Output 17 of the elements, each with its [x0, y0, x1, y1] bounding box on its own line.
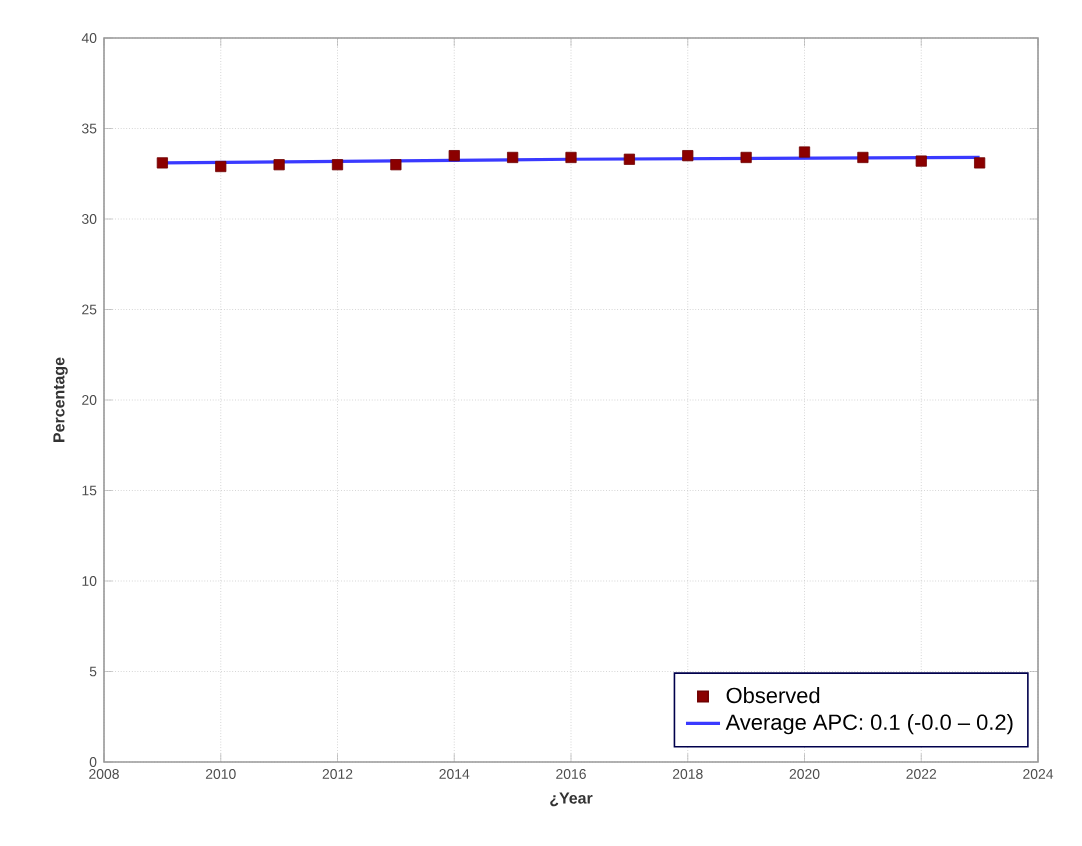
point	[740, 151, 752, 164]
point	[974, 157, 986, 169]
point	[215, 160, 227, 173]
point	[682, 150, 694, 162]
point	[565, 151, 577, 164]
point	[857, 151, 869, 164]
point	[156, 157, 168, 169]
point	[331, 159, 344, 171]
point	[390, 159, 402, 171]
legend-label: Observed	[726, 687, 820, 704]
point	[915, 155, 927, 167]
point	[507, 151, 519, 164]
point	[623, 153, 635, 165]
point	[273, 159, 285, 171]
point	[448, 150, 460, 162]
point	[798, 146, 811, 158]
legend-label: Average APC: 0.1 (-0.0 – 0.2)	[725, 713, 1013, 735]
